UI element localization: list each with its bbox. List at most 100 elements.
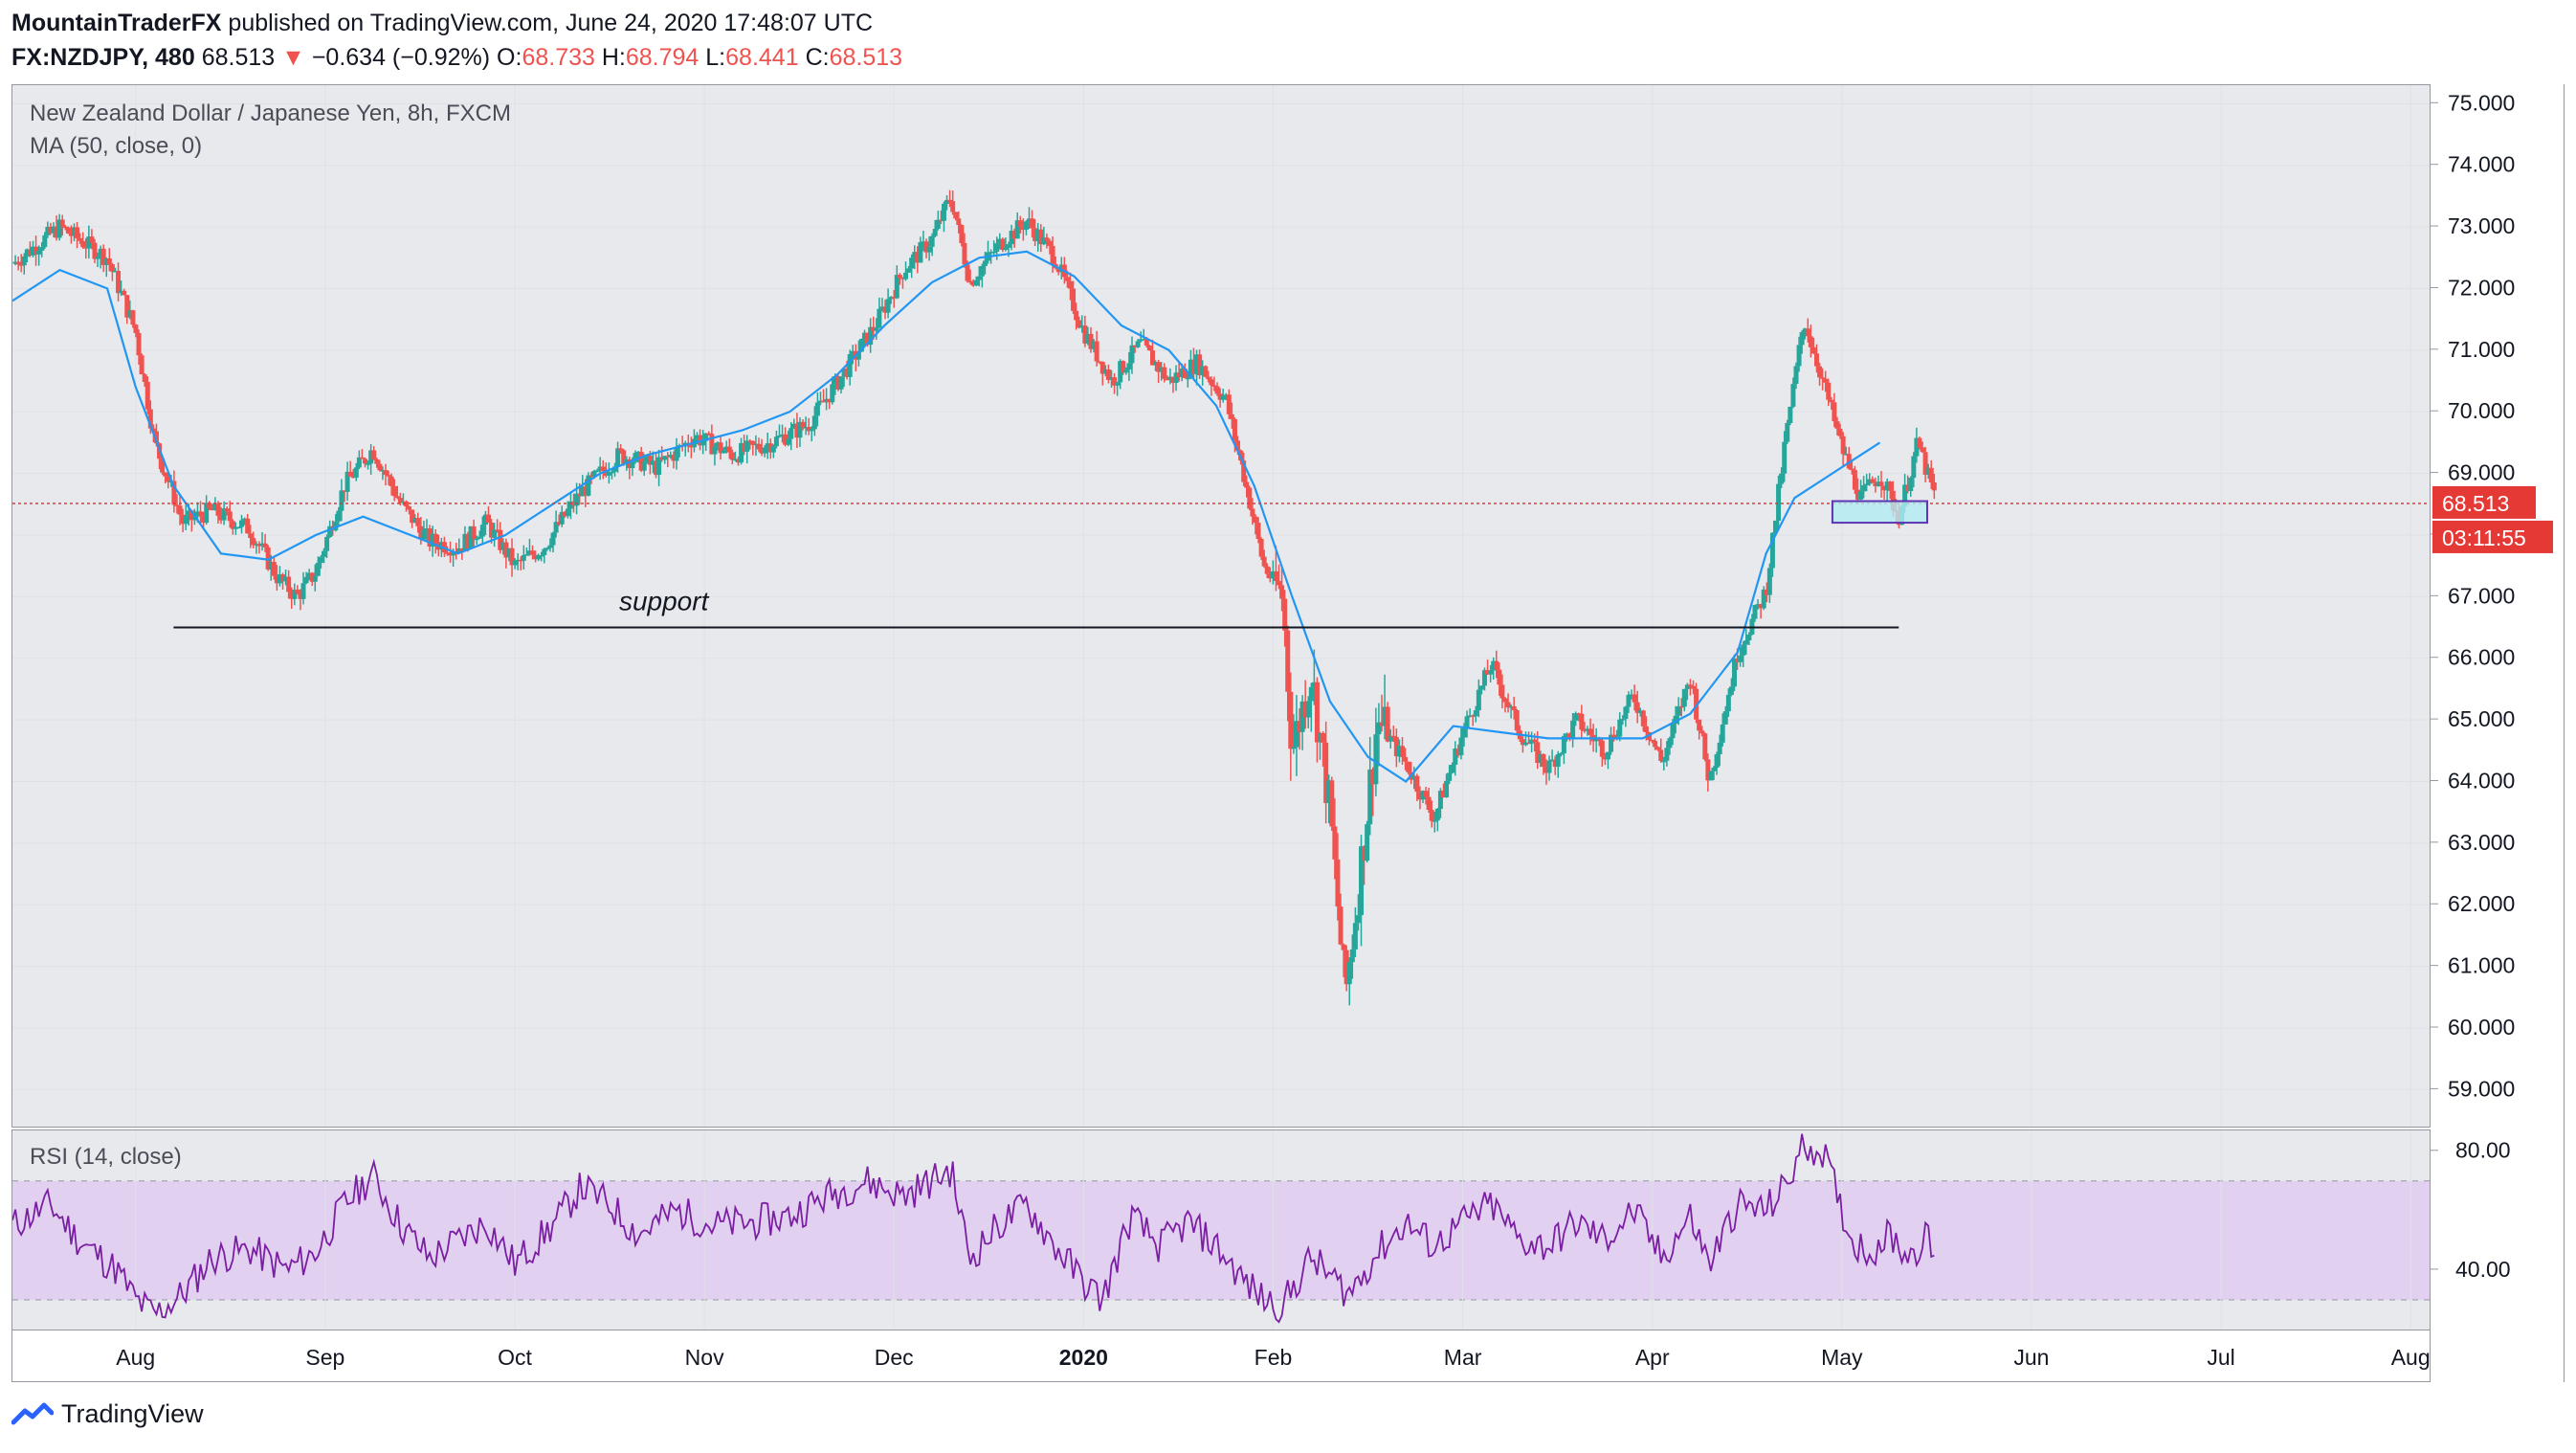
candle-body xyxy=(383,470,389,476)
candle-body xyxy=(324,537,330,551)
candle-body xyxy=(1297,721,1302,732)
candle-body xyxy=(518,559,523,562)
candle-body xyxy=(588,475,594,478)
candle-body xyxy=(212,503,218,511)
rsi-title[interactable]: RSI (14, close) xyxy=(30,1144,182,1170)
candle-body xyxy=(407,506,412,510)
candle-body xyxy=(1173,372,1179,384)
price-axis[interactable]: 59.000 60.000 61.000 62.000 63.000 64.000 65.0… xyxy=(2431,84,2565,1382)
candle-body xyxy=(1561,735,1566,754)
candle-body xyxy=(1640,710,1646,726)
price-pane[interactable]: support New Zealand Dollar / Japanese Ye… xyxy=(11,84,2431,1128)
candle-body xyxy=(744,440,750,452)
candle-body xyxy=(967,280,973,283)
candle-body xyxy=(906,268,912,273)
candle-body xyxy=(1447,772,1453,781)
candle-body xyxy=(1326,780,1332,803)
candle-body xyxy=(979,265,985,277)
candle-body xyxy=(1829,399,1834,403)
candle-body xyxy=(1541,753,1546,768)
candle-body xyxy=(1209,379,1214,386)
candle-body xyxy=(1755,604,1761,606)
candle-body xyxy=(1379,722,1385,726)
candle-body xyxy=(1464,716,1470,727)
time-axis[interactable]: Aug Sep Oct Nov Dec 2020 Feb Mar Apr May Jun Jul Aug xyxy=(11,1330,2431,1382)
candle-body xyxy=(1014,220,1020,239)
candle-body xyxy=(18,264,24,266)
candle-body xyxy=(42,235,48,248)
price-chart[interactable]: support xyxy=(12,85,2430,1127)
candle-body xyxy=(1878,481,1884,486)
candle-body xyxy=(1702,733,1708,760)
candle-body xyxy=(1920,447,1925,453)
candle-body xyxy=(803,427,809,429)
price-axis-label: 66.000 xyxy=(2448,645,2515,670)
candle-body xyxy=(1146,346,1152,351)
candle-body xyxy=(965,264,970,281)
candle-body xyxy=(1077,320,1082,328)
candle-body xyxy=(1355,915,1361,924)
time-tick-label: May xyxy=(1821,1345,1863,1370)
candle-body xyxy=(855,351,861,360)
candle-body xyxy=(700,440,706,446)
candle-body xyxy=(1288,691,1294,749)
candle-body xyxy=(139,355,144,375)
candle-body xyxy=(147,409,153,429)
candle-body xyxy=(1914,437,1920,457)
candle-body xyxy=(1203,366,1209,377)
candle-body xyxy=(709,434,715,455)
candle-body xyxy=(412,518,418,524)
candle-body xyxy=(865,332,871,346)
candle-body xyxy=(448,552,454,556)
candle-body xyxy=(794,423,800,438)
tradingview-logo[interactable]: TradingView xyxy=(11,1399,204,1429)
ma-indicator-label[interactable]: MA (50, close, 0) xyxy=(30,133,203,159)
candle-body xyxy=(1564,733,1569,736)
candle-body xyxy=(1159,367,1165,372)
candle-body xyxy=(1766,568,1772,595)
candle-body xyxy=(362,458,367,464)
high-label: H: xyxy=(601,44,626,71)
candle-body xyxy=(695,435,700,439)
candle-body xyxy=(1165,378,1170,381)
candle-body xyxy=(770,446,776,453)
candle-body xyxy=(1549,759,1555,761)
time-tick-label: Mar xyxy=(1444,1345,1482,1370)
candle-body xyxy=(1790,384,1796,407)
candle-body xyxy=(1102,369,1108,374)
candle-body xyxy=(309,572,315,582)
candle-body xyxy=(65,227,71,234)
candle-body xyxy=(1658,749,1664,761)
candle-body xyxy=(1843,454,1849,456)
candle-body xyxy=(1423,791,1429,797)
candle-body xyxy=(1403,756,1409,762)
candle-body xyxy=(723,446,729,451)
candle-body xyxy=(1667,738,1673,749)
candle-body xyxy=(1552,759,1558,768)
candle-body xyxy=(1321,732,1326,743)
candle-body xyxy=(1440,791,1446,797)
candle-body xyxy=(186,510,191,516)
candle-body xyxy=(92,242,98,259)
rsi-chart[interactable] xyxy=(12,1130,2430,1330)
price-axis-label: 65.000 xyxy=(2448,706,2515,731)
candle-body xyxy=(1273,570,1278,581)
candle-body xyxy=(86,236,92,249)
candle-body xyxy=(821,400,827,403)
candle-body xyxy=(471,525,477,540)
rsi-pane[interactable]: RSI (14, close) xyxy=(11,1129,2431,1330)
candle-body xyxy=(1420,791,1426,800)
candle-body xyxy=(444,552,450,554)
candle-body xyxy=(127,310,133,318)
candle-body xyxy=(112,270,118,273)
candle-body xyxy=(553,522,559,533)
candle-body xyxy=(542,548,547,555)
time-tick-label: Jul xyxy=(2207,1345,2234,1370)
candle-body xyxy=(791,423,797,429)
candle-body xyxy=(1585,728,1590,731)
candle-body xyxy=(1217,393,1223,400)
candle-body xyxy=(353,467,359,479)
candle-body xyxy=(68,233,74,236)
candle-body xyxy=(400,501,406,503)
author-name[interactable]: MountainTraderFX xyxy=(11,10,222,36)
